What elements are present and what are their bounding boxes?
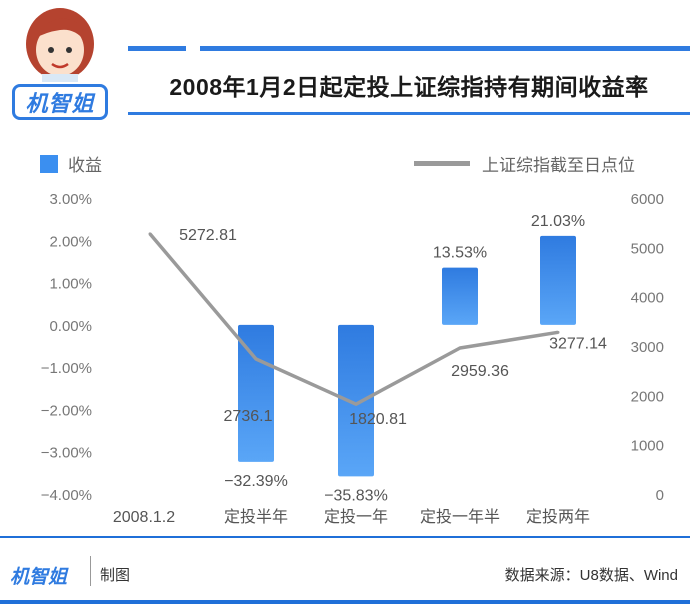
line-value-label: 5272.81 — [179, 227, 237, 244]
line-value-label: 1820.81 — [349, 411, 407, 428]
category-label: 定投一年 — [324, 508, 388, 526]
legend-line: 上证综指截至日点位 — [414, 151, 635, 176]
category-label: 定投一年半 — [420, 508, 500, 526]
avatar-icon — [26, 8, 94, 82]
legend-bars-label: 收益 — [68, 156, 102, 175]
bar — [442, 267, 478, 325]
right-axis-tick-label: 0 — [656, 487, 664, 504]
footer-bar — [0, 600, 690, 604]
footer-made-label: 制图 — [100, 567, 131, 584]
right-axis-tick-label: 2000 — [631, 388, 664, 405]
title-rule-bottom — [128, 112, 690, 115]
line-value-label: 2736.1 — [224, 408, 273, 425]
title-rule-short — [128, 46, 186, 51]
header: 机智姐 2008年1月2日起定投上证综指持有期间收益率 — [0, 0, 690, 130]
chart-title: 2008年1月2日起定投上证综指持有期间收益率 — [169, 74, 649, 100]
legend-bars-swatch — [40, 154, 58, 173]
line-value-label: 3277.14 — [549, 335, 607, 352]
brand-logo: 机智姐 — [12, 84, 108, 120]
right-axis-tick-label: 1000 — [631, 438, 664, 455]
category-label: 2008.1.2 — [113, 509, 175, 526]
legend-bars: 收益 — [40, 151, 102, 176]
bar — [238, 324, 274, 462]
left-axis-tick-label: 1.00% — [49, 276, 92, 293]
legend-line-swatch — [414, 161, 470, 166]
line-point — [458, 346, 462, 350]
left-axis-tick-label: −2.00% — [41, 402, 92, 419]
line-value-label: 2959.36 — [451, 363, 509, 380]
line-point — [148, 232, 152, 236]
bar-value-label: −35.83% — [324, 487, 388, 504]
category-label: 定投两年 — [526, 508, 590, 526]
bar-value-label: 21.03% — [531, 213, 585, 230]
right-axis-tick-label: 4000 — [631, 290, 664, 307]
category-label: 定投半年 — [224, 508, 288, 526]
footer-logo: 机智姐 — [10, 567, 68, 588]
legend-line-label: 上证综指截至日点位 — [482, 156, 635, 175]
bar — [540, 235, 576, 325]
line-point — [556, 330, 560, 334]
left-axis-tick-label: 3.00% — [49, 191, 92, 208]
left-axis-tick-label: −3.00% — [41, 445, 92, 462]
left-axis-tick-label: 2.00% — [49, 233, 92, 250]
bar — [338, 324, 374, 477]
line-point — [254, 357, 258, 361]
right-axis-tick-label: 3000 — [631, 339, 664, 356]
footer-divider — [0, 536, 690, 538]
footer-separator — [90, 556, 91, 586]
left-axis-tick-label: −1.00% — [41, 360, 92, 377]
bar-value-label: 13.53% — [433, 245, 487, 262]
footer-source: 数据来源：U8数据、Wind — [504, 567, 678, 584]
line-point — [354, 402, 358, 406]
right-axis-tick-label: 6000 — [631, 191, 664, 208]
left-axis-tick-label: 0.00% — [49, 318, 92, 335]
bar-value-label: −32.39% — [224, 473, 288, 490]
left-axis-tick-label: −4.00% — [41, 487, 92, 504]
title-rule-long — [200, 46, 690, 51]
right-axis-tick-label: 5000 — [631, 240, 664, 257]
